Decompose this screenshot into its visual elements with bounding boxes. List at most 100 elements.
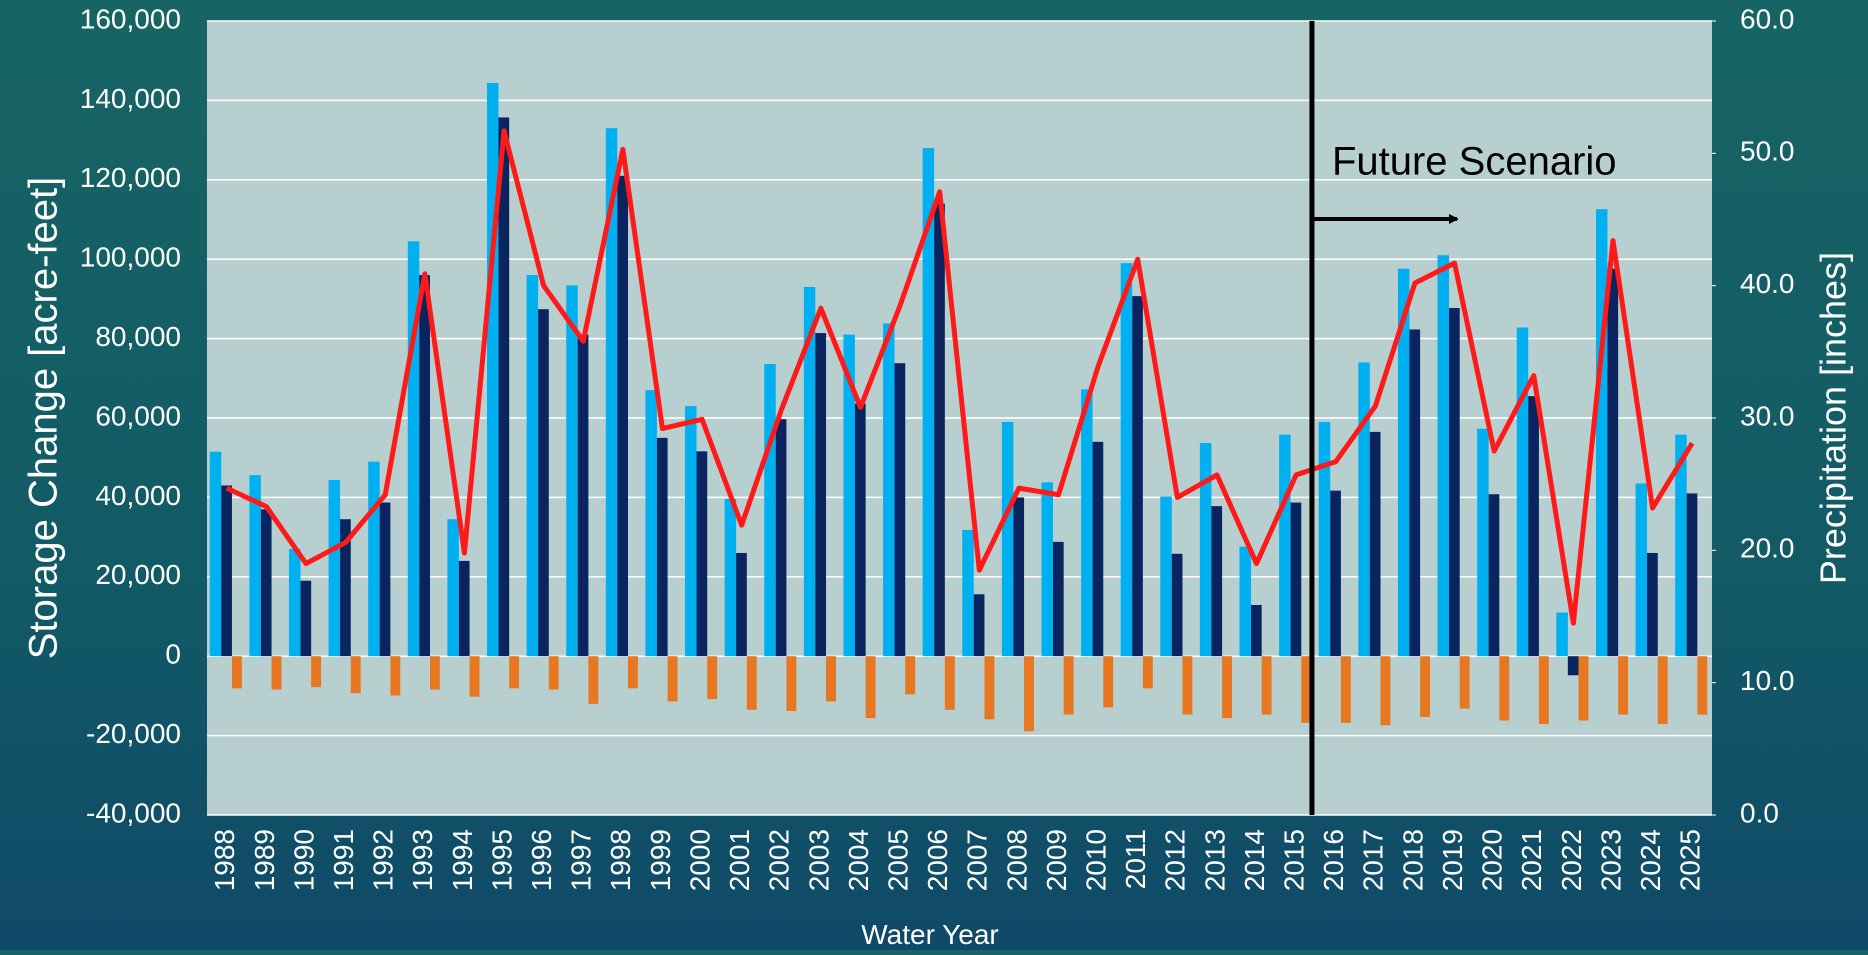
bar: [1290, 502, 1302, 657]
bar: [1488, 494, 1500, 657]
x-tick-label: 1998: [605, 829, 636, 891]
bar: [1477, 428, 1489, 657]
x-tick-label: 2003: [803, 829, 834, 891]
bar: [1556, 612, 1568, 657]
bar: [1132, 296, 1143, 657]
bar: [984, 656, 995, 720]
y-tick-label: 120,000: [80, 162, 181, 193]
precip-line: [225, 128, 1695, 626]
x-tick-label: 2016: [1318, 829, 1349, 891]
x-tick-label: 1988: [209, 829, 240, 891]
bar: [803, 286, 816, 657]
x-tick-label: 2025: [1675, 829, 1706, 891]
bar: [854, 403, 866, 657]
bar: [1369, 431, 1381, 657]
y-tick-label: 100,000: [80, 242, 181, 273]
y-tick-label: 160,000: [80, 3, 181, 34]
bar: [1420, 656, 1431, 717]
bar: [786, 656, 797, 711]
x-tick-label: 2013: [1199, 829, 1230, 891]
bar: [1199, 443, 1212, 657]
bar: [368, 461, 380, 657]
y2-tick-label: 60.0: [1740, 3, 1795, 34]
bar: [617, 175, 629, 657]
y2-tick-label: 0.0: [1740, 797, 1779, 828]
bar: [509, 656, 520, 689]
x-tick-label: 2008: [1001, 829, 1032, 891]
bar: [843, 334, 855, 657]
x-axis-title: Water Year: [861, 919, 998, 950]
bar: [1538, 656, 1549, 725]
bar: [1358, 362, 1370, 657]
bar: [1647, 552, 1658, 657]
x-tick-label: 2004: [843, 829, 874, 891]
bar: [1041, 482, 1053, 657]
x-tick-label: 1989: [249, 829, 280, 891]
y2-tick-label: 30.0: [1740, 400, 1795, 431]
bar: [1449, 308, 1460, 657]
x-tick-label: 2019: [1437, 829, 1468, 891]
bar: [1397, 268, 1410, 657]
bar: [696, 451, 708, 657]
y-tick-label: 20,000: [95, 559, 181, 590]
x-tick-label: 1992: [368, 829, 399, 891]
bar: [469, 656, 480, 697]
bar: [865, 656, 876, 719]
x-tick-label: 1999: [645, 829, 676, 891]
x-tick-label: 2022: [1556, 829, 1587, 891]
bar: [894, 363, 906, 657]
bar: [1340, 656, 1351, 723]
x-tick-label: 2021: [1516, 829, 1547, 891]
y-tick-label: 80,000: [95, 321, 181, 352]
bar: [350, 656, 361, 694]
bar: [1182, 656, 1193, 715]
bar: [746, 656, 757, 710]
x-tick-label: 2002: [764, 829, 795, 891]
bar: [429, 656, 440, 690]
bar: [934, 203, 945, 657]
bar: [1578, 656, 1589, 721]
bar: [1092, 441, 1104, 657]
bar: [656, 437, 668, 657]
bar: [390, 656, 401, 696]
bar: [1686, 493, 1698, 657]
bar: [1697, 656, 1708, 715]
bar: [724, 498, 737, 657]
y-tick-label: -20,000: [86, 718, 181, 749]
y2-axis-title: Precipitation [inches]: [1813, 252, 1854, 584]
bar: [1595, 209, 1608, 657]
bar: [1013, 497, 1025, 657]
bar: [1001, 421, 1014, 657]
bar: [498, 117, 510, 657]
bar: [667, 656, 678, 702]
bar: [487, 82, 499, 657]
bar: [1437, 255, 1450, 657]
bar: [1301, 656, 1312, 723]
bar: [736, 552, 747, 657]
bar: [962, 529, 974, 657]
x-tick-label: 1997: [566, 829, 597, 891]
bar: [447, 519, 459, 657]
bar: [1052, 541, 1064, 657]
y-tick-label: -40,000: [86, 797, 181, 828]
bar: [260, 509, 272, 657]
bar: [407, 241, 420, 657]
x-tick-label: 1995: [486, 829, 517, 891]
x-tick-label: 2010: [1081, 829, 1112, 891]
bar: [1103, 656, 1114, 708]
bar: [379, 502, 391, 657]
x-tick-label: 2005: [882, 829, 913, 891]
bar: [249, 475, 261, 657]
y-tick-label: 140,000: [80, 83, 181, 114]
bar: [311, 656, 322, 688]
x-tick-label: 2018: [1397, 829, 1428, 891]
y-axis-title: Storage Change [acre-feet]: [22, 177, 66, 660]
bar: [883, 323, 895, 657]
bar: [922, 148, 935, 657]
x-tick-label: 2017: [1358, 829, 1389, 891]
bar: [1657, 656, 1668, 725]
bar: [288, 549, 301, 657]
bar: [685, 406, 697, 657]
bar: [1171, 553, 1183, 657]
